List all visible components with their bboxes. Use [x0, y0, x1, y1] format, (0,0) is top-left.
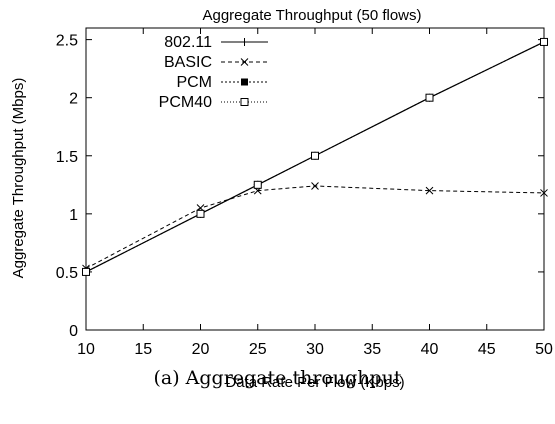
legend-marker: [240, 38, 249, 46]
chart-title: Aggregate Throughput (50 flows): [202, 7, 421, 24]
y-tick-label: 2: [69, 91, 78, 108]
x-tick-label: 25: [249, 341, 267, 358]
data-point-pcm40: [425, 93, 434, 102]
series-line-basic: [85, 185, 545, 269]
y-axis-label: Aggregate Throughput (Mbps): [10, 78, 27, 279]
y-tick-label: 0: [69, 323, 78, 340]
legend-label: 802.11: [164, 34, 212, 51]
legend-marker: [240, 58, 249, 66]
data-point-basic: [311, 182, 319, 190]
legend-marker: [241, 78, 248, 86]
y-tick-label: 2.5: [56, 33, 78, 50]
x-tick-label: 20: [192, 341, 210, 358]
x-tick-label: 30: [306, 341, 324, 358]
x-tick-label: 10: [77, 341, 95, 358]
legend-marker: [240, 98, 249, 106]
x-tick-label: 50: [535, 341, 553, 358]
y-tick-label: 1.5: [56, 149, 78, 166]
data-point-basic: [540, 189, 548, 197]
series-line-pcm: [85, 41, 545, 273]
data-point-pcm40: [540, 37, 548, 46]
y-tick-label: 0.5: [56, 265, 78, 282]
data-point-pcm40: [253, 180, 262, 189]
data-point-pcm40: [82, 267, 90, 276]
legend-label: BASIC: [164, 54, 212, 71]
plot-area: 10 15 20 25 30 35 40 45 50 0 0.5 1 1.5 2 2.5 802.11 BASI…: [56, 27, 553, 358]
x-tick-label: 45: [478, 341, 496, 358]
x-tick-label: 40: [421, 341, 439, 358]
figure-caption: (a) Aggregate throughput: [153, 367, 402, 389]
x-tick-label: 15: [134, 341, 152, 358]
x-axis-label: Data Rate Per Flow (Kbps): [225, 374, 404, 391]
data-point-basic: [425, 186, 434, 195]
y-tick-label: 1: [69, 207, 78, 224]
data-point-pcm40: [196, 209, 205, 218]
legend-label: PCM40: [159, 94, 212, 111]
legend-label: PCM: [176, 74, 212, 91]
plot-frame: [85, 27, 545, 331]
data-point-pcm40: [311, 151, 319, 160]
x-tick-label: 35: [363, 341, 381, 358]
